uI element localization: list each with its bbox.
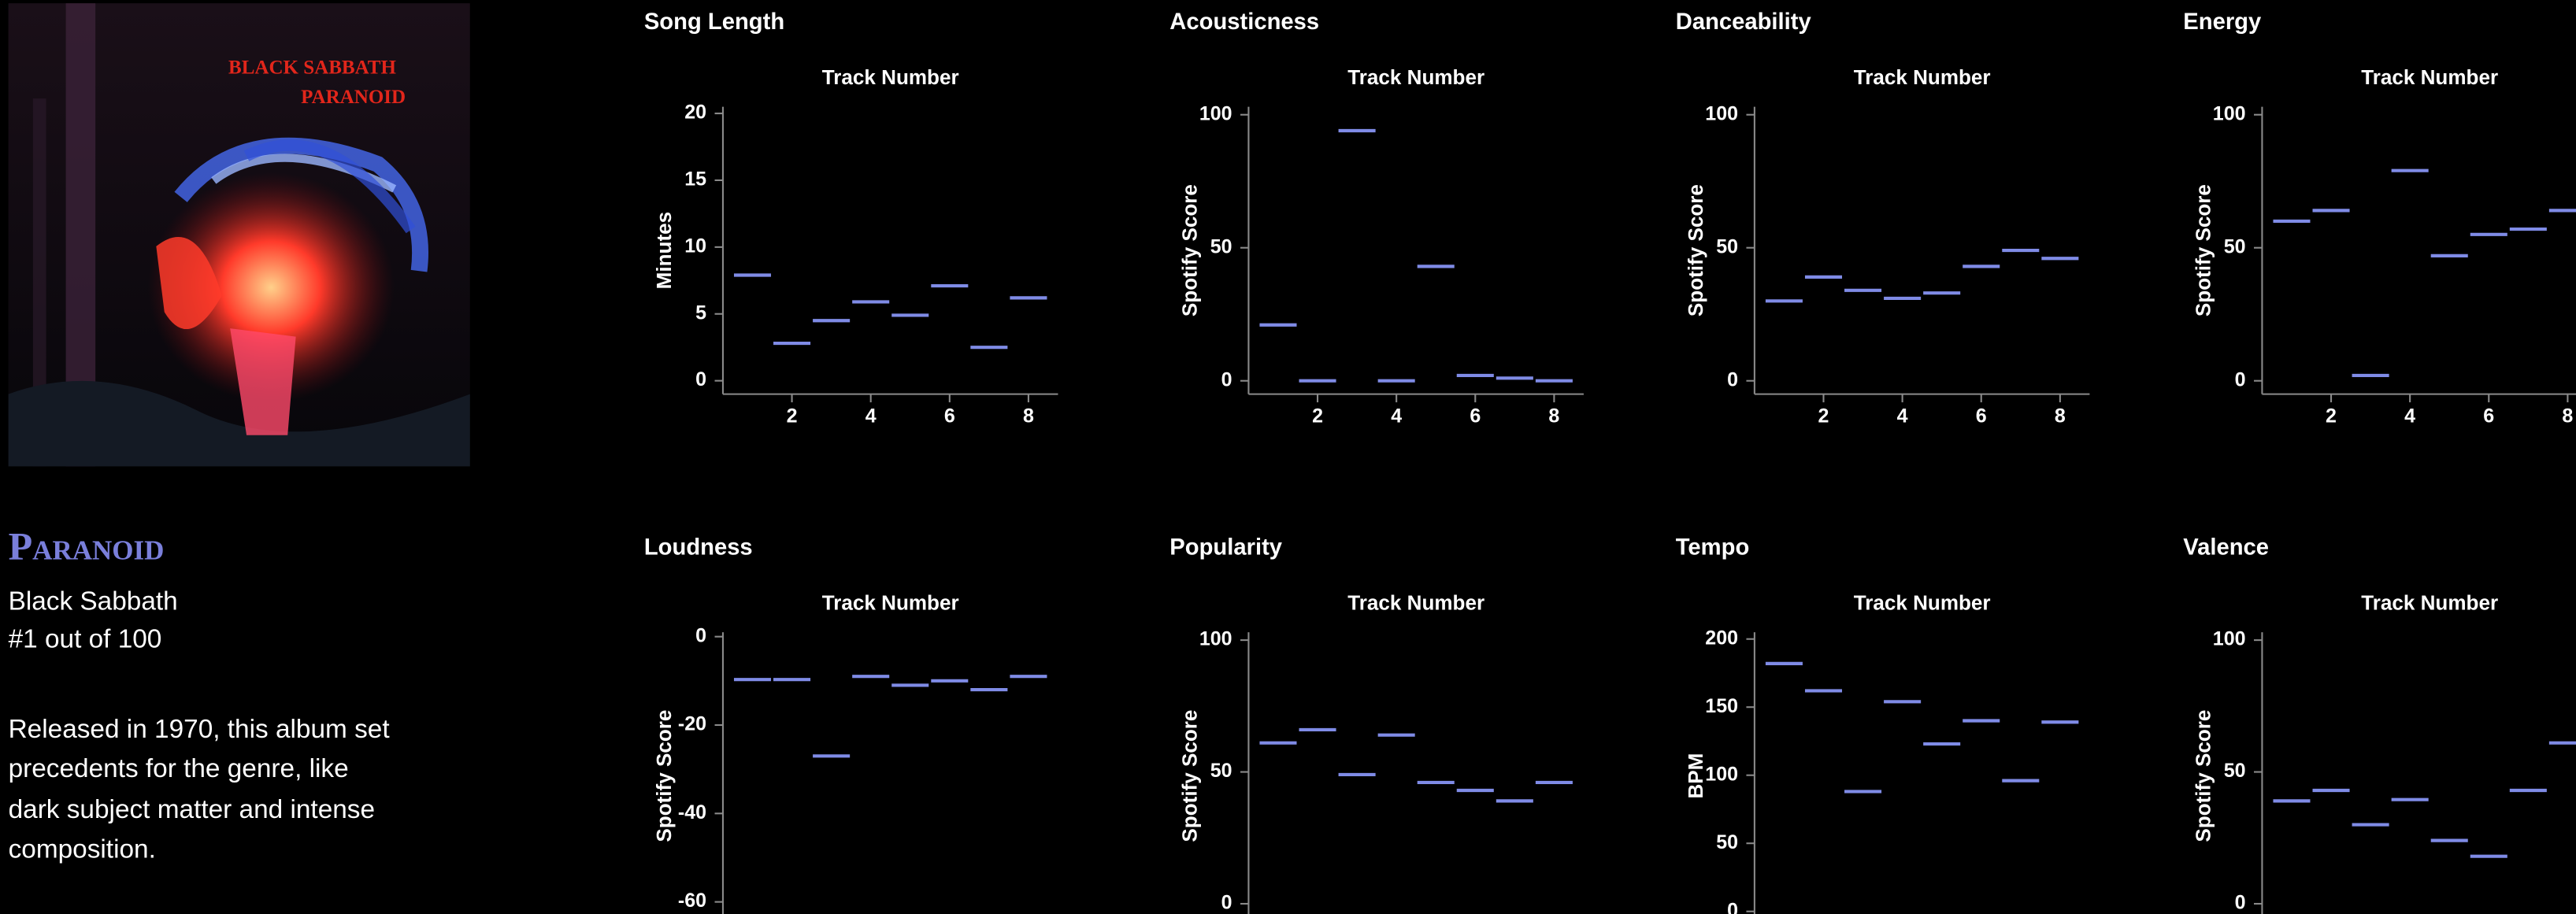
y-tick-label: 100	[2213, 628, 2246, 650]
y-tick-label: 200	[1705, 627, 1738, 649]
chart-title: Popularity	[1169, 535, 1282, 560]
x-axis-label: Track Number	[1854, 590, 1991, 614]
x-axis-label: Track Number	[822, 590, 959, 614]
x-axis-label: Track Number	[2361, 590, 2498, 614]
y-tick-label: 100	[1199, 102, 1232, 124]
x-axis-label: Track Number	[822, 65, 959, 89]
cover-band: BLACK SABBATH	[228, 57, 396, 78]
chart: Loudness Track Number Spotify Score -60 -40 -…	[644, 535, 1047, 914]
y-tick-label: 50	[1210, 760, 1232, 782]
description-line: Released in 1970, this album set	[9, 715, 391, 744]
y-axis-label: Spotify Score	[1177, 184, 1201, 316]
chart-title: Song Length	[644, 9, 784, 35]
album-title: Paranoid	[9, 524, 165, 568]
chart-title: Danceability	[1676, 9, 1812, 35]
chart-title: Tempo	[1676, 535, 1750, 560]
y-tick-label: 100	[1705, 763, 1738, 785]
x-axis-label: Track Number	[1347, 590, 1484, 614]
y-axis-label: Minutes	[652, 212, 676, 289]
chart-title: Valence	[2183, 535, 2269, 560]
x-axis-label: Track Number	[1347, 65, 1484, 89]
x-tick-label: 2	[787, 405, 798, 427]
description-line: dark subject matter and intense	[9, 795, 375, 824]
y-tick-label: 0	[2235, 368, 2246, 390]
description-line: composition.	[9, 834, 156, 864]
y-tick-label: 100	[1705, 102, 1738, 124]
y-tick-label: 0	[1221, 368, 1232, 390]
x-tick-label: 2	[1818, 405, 1829, 427]
chart-title: Energy	[2183, 9, 2262, 35]
description-line: precedents for the genre, like	[9, 754, 349, 783]
y-tick-label: 50	[1716, 235, 1738, 257]
y-tick-label: 0	[2235, 892, 2246, 914]
rank: #1 out of 100	[9, 624, 162, 653]
y-axis-label: Spotify Score	[2191, 184, 2215, 316]
y-tick-label: 0	[1727, 368, 1738, 390]
y-tick-label: 100	[1199, 628, 1232, 650]
y-axis-label: BPM	[1684, 753, 1707, 799]
chart: Song Length Track Number Minutes 0 5 10 15 20 2 4…	[644, 9, 1058, 427]
y-tick-label: 0	[1221, 892, 1232, 914]
y-tick-label: -20	[678, 713, 706, 735]
y-tick-label: 50	[1716, 831, 1738, 853]
chart: Danceability Track Number Spotify Score 0 50…	[1676, 9, 2090, 427]
x-axis-label: Track Number	[1854, 65, 1991, 89]
chart: Acousticness Track Number Spotify Score 0 50…	[1169, 9, 1584, 427]
x-tick-label: 8	[1548, 405, 1559, 427]
y-tick-label: 0	[695, 368, 706, 390]
y-tick-label: 10	[684, 235, 706, 257]
x-tick-label: 4	[1391, 405, 1402, 427]
chart: Energy Track Number Spotify Score 0 50 100 2 4 6…	[2183, 9, 2576, 427]
chart: Popularity Track Number Spotify Score 0 50 10…	[1169, 535, 1573, 914]
y-tick-label: -40	[678, 801, 706, 823]
y-tick-label: 20	[684, 102, 706, 124]
y-tick-label: -60	[678, 890, 706, 912]
x-tick-label: 6	[1470, 405, 1481, 427]
x-tick-label: 8	[2562, 405, 2573, 427]
y-axis-label: Spotify Score	[2191, 710, 2215, 842]
x-tick-label: 2	[2326, 405, 2337, 427]
y-tick-label: 15	[684, 168, 706, 191]
y-tick-label: 50	[1210, 235, 1232, 257]
x-tick-label: 8	[1023, 405, 1034, 427]
y-axis-label: Spotify Score	[1177, 710, 1201, 842]
chart-title: Loudness	[644, 535, 753, 560]
x-tick-label: 4	[1897, 405, 1908, 427]
chart-title: Acousticness	[1169, 9, 1319, 35]
y-tick-label: 50	[2224, 235, 2246, 257]
x-tick-label: 6	[1976, 405, 1987, 427]
artist: Black Sabbath	[9, 587, 178, 616]
y-tick-label: 50	[2224, 760, 2246, 782]
x-axis-label: Track Number	[2361, 65, 2498, 89]
y-axis-label: Spotify Score	[652, 710, 676, 842]
y-tick-label: 100	[2213, 102, 2246, 124]
y-axis-label: Spotify Score	[1684, 184, 1707, 316]
x-tick-label: 8	[2055, 405, 2066, 427]
x-tick-label: 6	[944, 405, 955, 427]
album-cover: BLACK SABBATH PARANOID	[8, 3, 470, 467]
y-tick-label: 0	[695, 624, 706, 646]
x-tick-label: 6	[2483, 405, 2494, 427]
y-tick-label: 150	[1705, 695, 1738, 717]
x-tick-label: 4	[865, 405, 877, 427]
y-tick-label: 0	[1727, 899, 1738, 914]
cover-album: PARANOID	[301, 87, 406, 108]
x-tick-label: 2	[1312, 405, 1323, 427]
y-tick-label: 5	[695, 302, 706, 324]
x-tick-label: 4	[2404, 405, 2415, 427]
